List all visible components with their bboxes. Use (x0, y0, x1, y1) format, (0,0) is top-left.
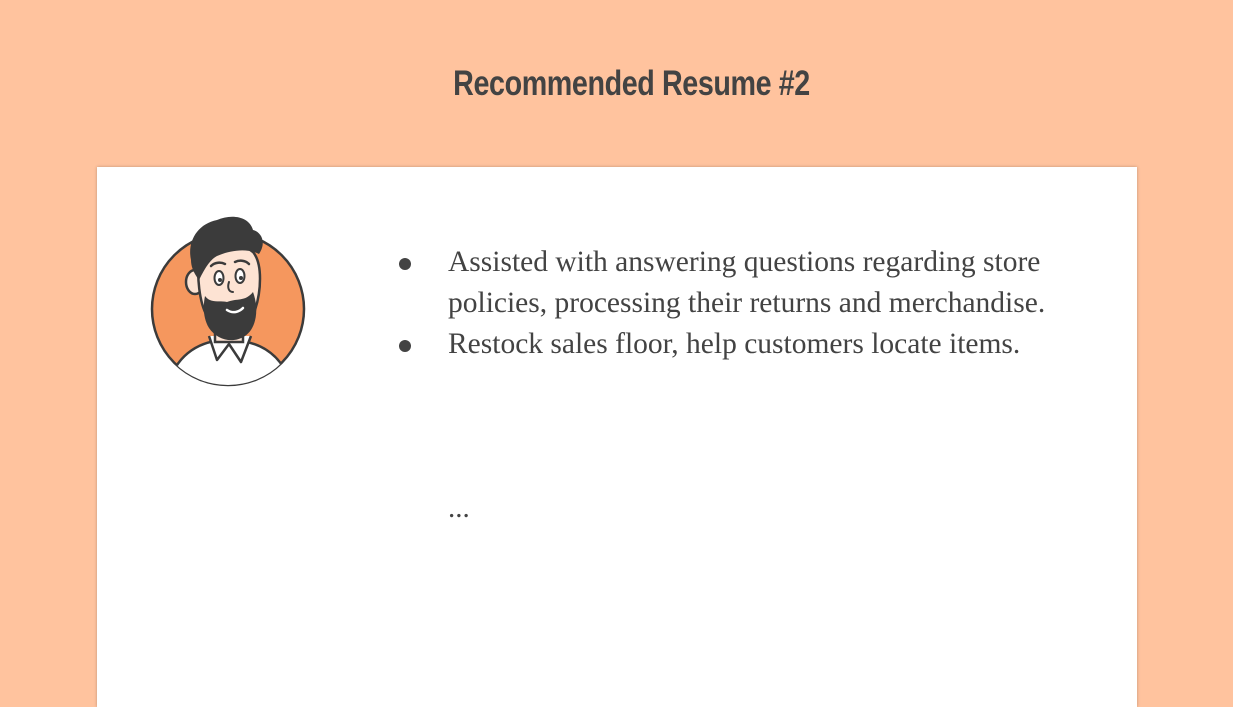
list-item: Assisted with answering questions regard… (396, 242, 1096, 324)
continuation-ellipsis: ... (448, 492, 470, 524)
bullet-text: Restock sales floor, help customers loca… (448, 328, 1021, 360)
experience-bullet-list: Assisted with answering questions regard… (396, 242, 1096, 365)
list-item: Restock sales floor, help customers loca… (396, 324, 1096, 365)
slide-title: Recommended Resume #2 (453, 64, 810, 103)
bullet-icon (399, 258, 411, 270)
bearded-man-avatar-icon (147, 212, 307, 387)
bullet-icon (399, 340, 411, 352)
bullet-text: Assisted with answering questions regard… (448, 246, 1046, 319)
